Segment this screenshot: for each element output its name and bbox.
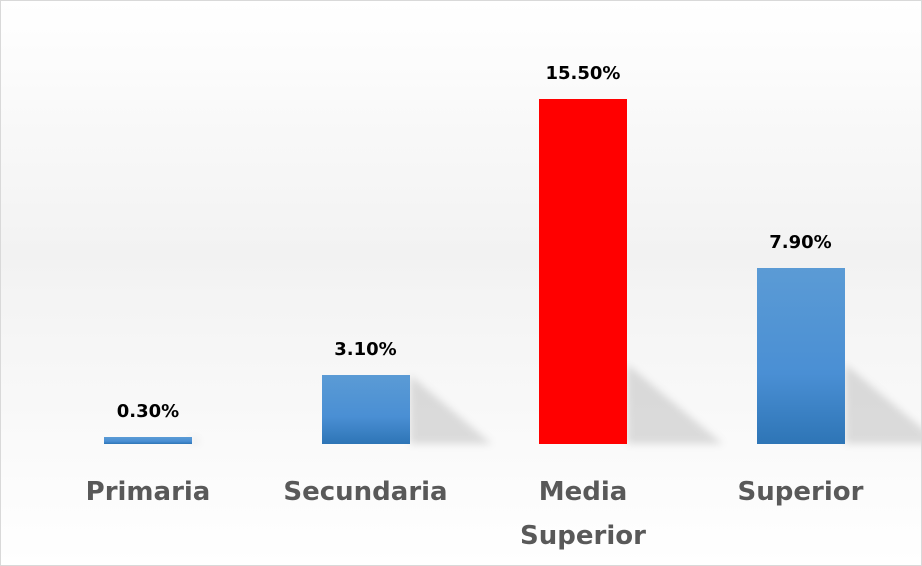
bar: [539, 99, 627, 444]
bar-shadow: [409, 375, 492, 444]
data-label: 0.30%: [116, 401, 180, 423]
bar-shadow: [844, 364, 921, 444]
bar: [756, 268, 845, 444]
bar-shadow: [627, 364, 723, 444]
data-label: 15.50%: [545, 63, 621, 84]
x-tick-label: Superior: [737, 477, 864, 507]
x-tick-label: Media Superior: [520, 477, 646, 551]
x-tick-label: Primaria: [85, 477, 211, 507]
x-tick-label: Secundaria: [283, 477, 448, 507]
bar: [321, 375, 410, 444]
data-label: 3.10%: [334, 339, 397, 360]
bar-shadow: [192, 437, 200, 444]
bar: [104, 437, 192, 444]
data-label: 7.90%: [769, 232, 832, 254]
